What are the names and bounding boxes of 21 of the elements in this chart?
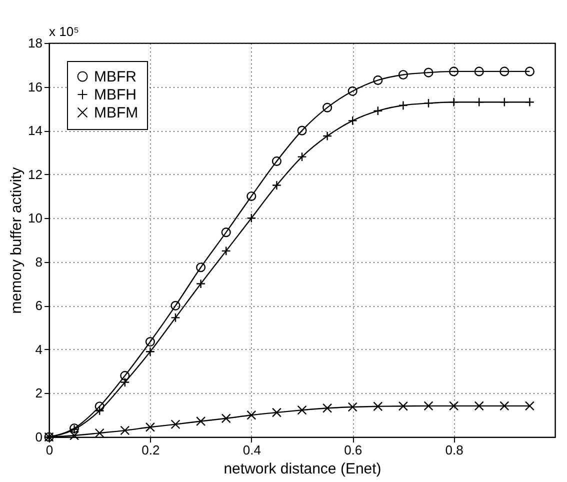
y-tick-label: 14 [28, 123, 42, 138]
y-tick-label: 16 [28, 79, 42, 94]
text: x 10⁵ [49, 24, 79, 39]
y-axis-title: memory buffer activity [8, 166, 26, 314]
x-tick-label: 0 [46, 442, 54, 458]
x-tick-label: 0.6 [344, 442, 362, 458]
y-tick-label: 4 [35, 342, 42, 357]
legend-label: MBFH [94, 86, 136, 104]
legend-label: MBFM [94, 104, 138, 122]
y-tick-label: 6 [35, 298, 42, 314]
x-tick-label: 0.4 [242, 442, 261, 458]
y-tick-label: 2 [35, 386, 42, 401]
y-tick-label: 12 [28, 166, 42, 182]
y-tick-label: 10 [28, 210, 42, 226]
x-tick-label: 0.2 [142, 442, 160, 458]
legend-label: MBFR [94, 68, 137, 86]
x-tick-label: 0.8 [445, 442, 464, 458]
x-axis-title: network distance (Enet) [224, 460, 382, 478]
y-tick-label: 8 [35, 254, 42, 270]
y-tick-label: 18 [28, 36, 42, 50]
y-tick-label: 0 [35, 430, 42, 444]
